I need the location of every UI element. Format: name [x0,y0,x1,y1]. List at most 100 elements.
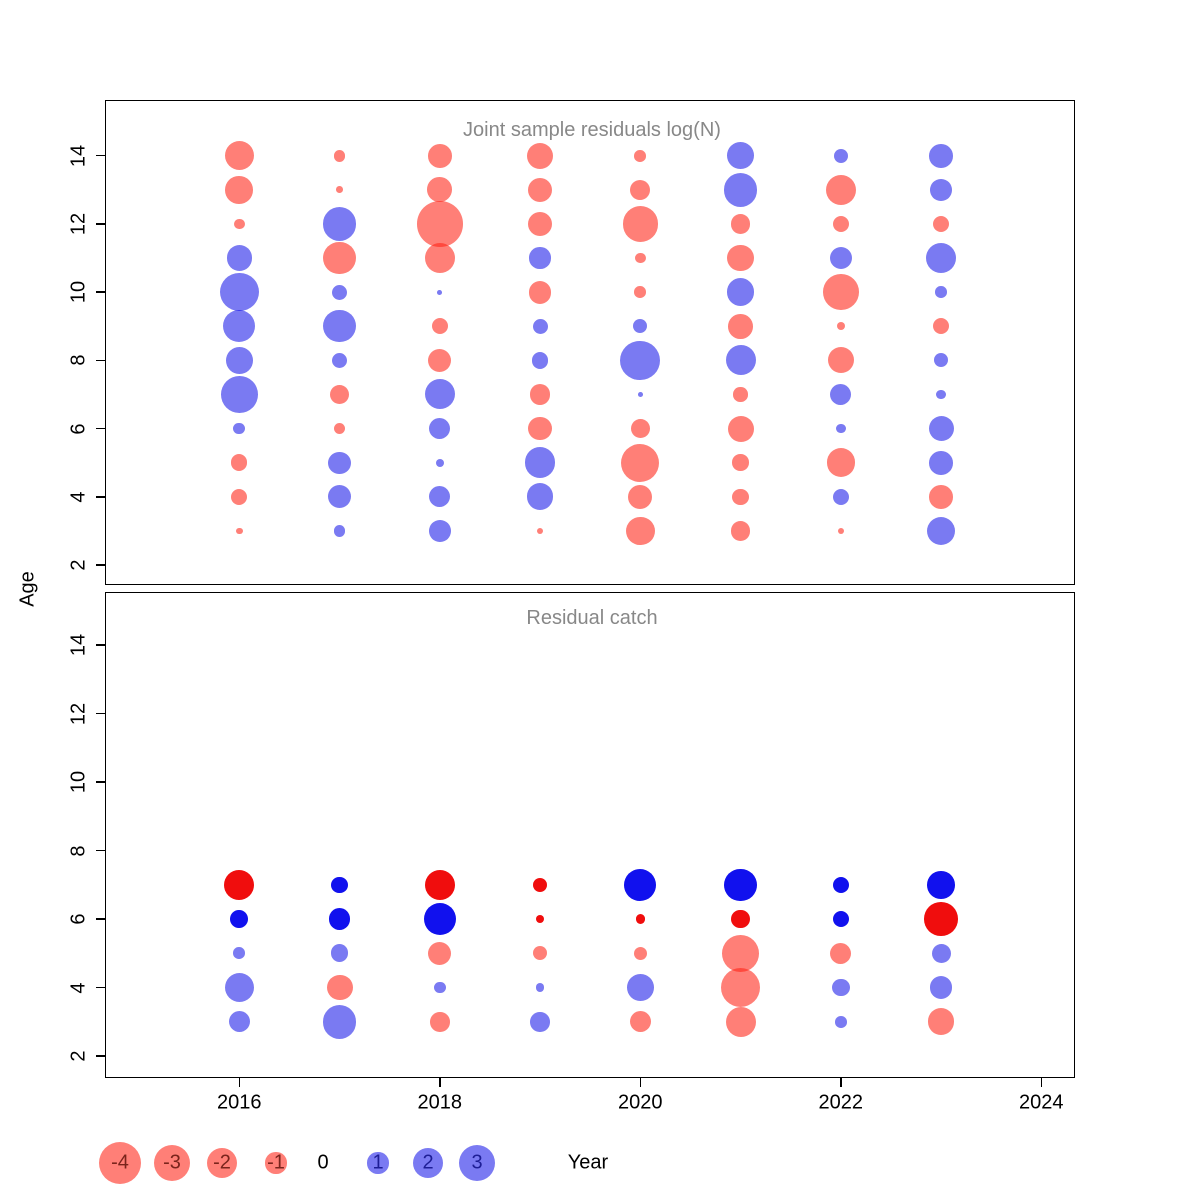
bubble [322,1004,357,1039]
bubble [825,174,856,205]
bubble [624,868,657,901]
bubble [832,215,849,233]
bubble [727,244,754,272]
y-tick-mark [96,496,105,498]
bubble [826,448,856,477]
bubble [327,485,352,509]
bubble [629,1011,651,1033]
y-tick-label: 6 [67,913,90,925]
bubble [223,310,256,343]
y-tick-label: 10 [67,770,90,794]
bubble [929,484,953,509]
bubble [823,274,859,310]
bubble [430,1011,450,1032]
bubble [424,243,455,273]
bubble [323,241,356,275]
bubble [529,384,551,405]
bubble [728,313,753,339]
bubble [527,142,554,169]
y-tick-mark [96,223,105,225]
bubble [225,175,254,204]
y-tick-mark [96,1055,105,1057]
bubble [220,272,259,312]
bubble [226,245,252,271]
legend-value-label: 0 [317,1151,329,1174]
bubble [527,211,553,236]
bubble [224,972,254,1003]
bubble [626,516,655,546]
bubble [727,142,754,170]
bubble [834,1015,847,1028]
legend-bubble [265,1152,287,1174]
x-tick-mark [1040,1078,1043,1087]
y-tick-label: 14 [67,144,90,167]
y-tick-label: 12 [67,702,90,725]
bubble [535,983,545,992]
top-panel-title: Joint sample residuals log(N) [463,119,721,141]
bubble [427,143,452,168]
legend-value-label: 3 [471,1151,483,1174]
bubble [528,280,552,304]
bubble [830,383,852,406]
bubble [428,348,452,372]
legend-bubble [413,1148,443,1178]
bubble [228,1011,250,1033]
bubble [328,908,351,930]
y-tick-mark [96,986,105,989]
bubble [832,488,849,505]
bubble [233,422,246,435]
legend-bubble [98,1141,142,1185]
bubble [429,486,451,508]
y-tick-label: 2 [67,1050,90,1062]
legend-bubble [367,1152,389,1174]
y-tick-mark [96,427,105,430]
bubble [336,186,343,194]
legend-bubble [207,1148,237,1178]
bubble [537,527,544,534]
y-tick-label: 8 [67,354,90,366]
y-axis-label: Age [16,571,39,607]
bubble [621,443,660,482]
y-tick-mark [96,291,105,293]
bubble [634,149,647,162]
bubble [932,215,950,233]
bubble [431,318,448,335]
bubble [620,340,661,381]
bubble [332,284,348,300]
x-tick-mark [840,1078,842,1087]
legend-bubble [458,1144,496,1182]
legend-value-label: -3 [163,1151,181,1174]
y-tick-mark [96,564,105,566]
bubble [830,942,852,964]
bubble [730,521,751,541]
bubble [730,214,751,234]
bubble [633,319,648,334]
legend-value-label: 1 [372,1151,384,1174]
y-tick-mark [96,712,105,715]
x-axis-label: Year [567,1151,609,1174]
bubble [427,177,453,203]
bubble [933,353,949,368]
bubble [527,177,553,202]
bubble [528,416,552,441]
bubble [233,947,246,960]
y-tick-mark [96,781,105,783]
bubble [333,525,346,537]
bubble [435,458,444,467]
bubble [628,484,653,509]
bubble [424,869,455,900]
y-tick-label: 4 [67,491,90,503]
bubble [733,387,748,402]
bubble [333,422,346,435]
bubble [531,352,549,369]
bubble [725,345,756,376]
x-tick-label: 2016 [217,1091,262,1114]
bubble [234,218,245,230]
x-tick-label: 2018 [417,1091,463,1114]
y-tick-mark [96,154,105,157]
bubble [220,376,258,413]
bubble [926,243,957,273]
bubble [235,527,243,535]
bubble [936,389,946,400]
bubble [635,252,646,264]
